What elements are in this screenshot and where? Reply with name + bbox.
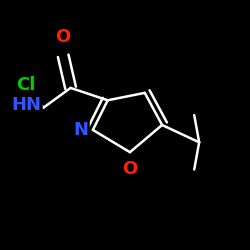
Text: Cl: Cl bbox=[16, 76, 36, 94]
Text: N: N bbox=[73, 121, 88, 139]
Text: O: O bbox=[122, 160, 138, 178]
Text: O: O bbox=[56, 28, 71, 46]
Text: HN: HN bbox=[11, 96, 41, 114]
